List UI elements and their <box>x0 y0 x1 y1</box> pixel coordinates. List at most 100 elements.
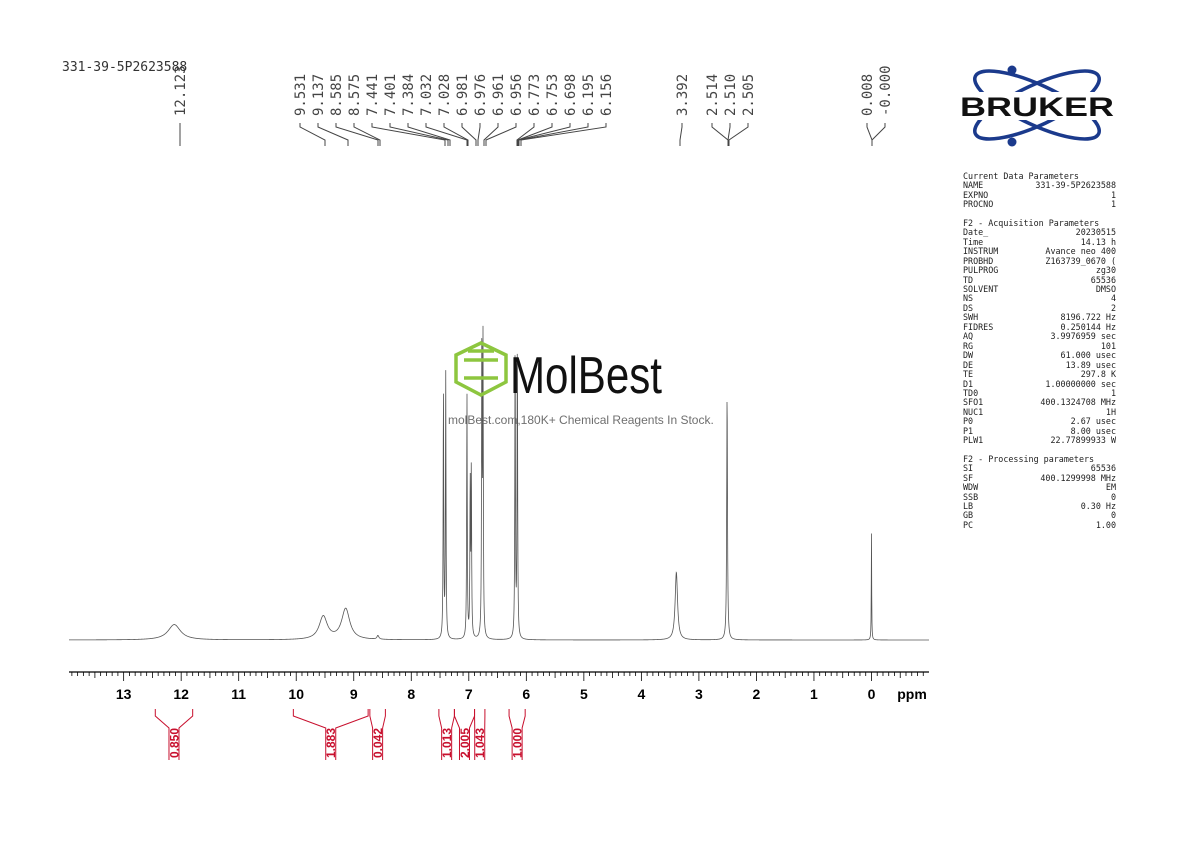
param-value: 1.00000000 sec <box>1045 378 1116 389</box>
param-row: TD0 1 <box>963 387 1116 398</box>
param-value: 297.8 K <box>1080 369 1116 380</box>
spectrum-line <box>69 325 929 641</box>
param-label: Time <box>963 236 984 247</box>
param-value: 0 <box>1110 510 1116 521</box>
param-value: 2.67 usec <box>1070 416 1116 427</box>
param-label: PC <box>963 519 974 530</box>
param-row: INSTRUM Avance neo 400 <box>963 246 1116 257</box>
param-value: 1 <box>1110 189 1116 200</box>
sample-name: 331-39-5P2623588 <box>62 60 188 75</box>
peak-label-line <box>517 123 571 146</box>
param-value: 61.000 usec <box>1060 350 1116 361</box>
peak-shift-label: 6.956 <box>509 74 525 116</box>
param-row: SI 65536 <box>963 463 1116 474</box>
x-tick-label: 2 <box>753 686 761 702</box>
peak-label-group: 12.123 9.531 9.137 8.585 8.575 7.441 7.401 7.38… <box>173 65 894 146</box>
param-value: 0 <box>1110 491 1116 502</box>
logo-dot <box>1007 137 1017 147</box>
peak-label-line <box>728 123 749 146</box>
param-row: PROBHD Z163739_0670 ( <box>963 255 1116 266</box>
param-row: FIDRES 0.250144 Hz <box>963 322 1116 332</box>
param-value: 331-39-5P2623588 <box>1035 180 1116 191</box>
param-label: INSTRUM <box>963 246 999 257</box>
integral-value: 1.883 <box>324 728 338 758</box>
integral-value: 2.005 <box>458 728 472 758</box>
param-label: EXPNO <box>963 189 989 200</box>
peak-label-line <box>371 123 446 146</box>
peak-shift-label: 8.585 <box>329 74 345 116</box>
peak-shift-label: 7.441 <box>365 74 381 116</box>
param-label: TD <box>963 274 974 285</box>
param-row: GB 0 <box>963 510 1116 521</box>
param-row: P0 2.67 usec <box>963 416 1116 427</box>
atom-orbit-icon <box>973 69 1101 141</box>
param-label: SWH <box>963 312 979 323</box>
param-row: LB 0.30 Hz <box>963 500 1116 511</box>
param-row: PROCNO 1 <box>963 199 1116 209</box>
processing-params-title: F2 - Processing parameters <box>963 453 1095 464</box>
peak-shift-label: 6.773 <box>527 74 543 116</box>
param-row: DE 13.89 usec <box>963 359 1116 370</box>
param-value: 4 <box>1110 293 1116 304</box>
param-label: NUC1 <box>963 406 984 417</box>
param-label: PROBHD <box>963 255 994 266</box>
param-row: EXPNO 1 <box>963 189 1116 200</box>
param-label: AQ <box>963 331 974 342</box>
x-tick-label: 5 <box>580 686 588 702</box>
integral-value: 0.042 <box>371 728 385 758</box>
param-row: SF 400.1299998 MHz <box>963 472 1116 483</box>
x-tick-label: 7 <box>465 686 473 702</box>
param-value: 8196.722 Hz <box>1060 312 1116 323</box>
spectrum-trace-group <box>69 325 929 641</box>
peak-label-line <box>461 123 477 146</box>
param-row: SFO1 400.1324708 MHz <box>963 397 1116 407</box>
param-value: 20230515 <box>1075 227 1116 238</box>
integral-bracket <box>508 709 526 760</box>
peak-label-line <box>679 123 683 146</box>
param-label: P0 <box>963 416 974 427</box>
processing-params: F2 - Processing parameters SI 65536 SF 400.… <box>963 453 1116 531</box>
peak-shift-label: 6.976 <box>473 74 489 116</box>
param-row: TD 65536 <box>963 274 1116 285</box>
param-label: LB <box>963 500 974 511</box>
current-params-title: Current Data Parameters <box>963 171 1079 181</box>
peak-shift-label: 6.195 <box>581 74 597 116</box>
integral-bracket <box>292 709 369 760</box>
peak-shift-label: 6.981 <box>455 74 471 116</box>
peak-shift-label: 3.392 <box>675 74 691 116</box>
param-label: DE <box>963 359 974 370</box>
peak-label-line <box>443 123 469 146</box>
logo-text: BRUKER <box>960 92 1114 122</box>
param-row: SWH 8196.722 Hz <box>963 312 1116 323</box>
peak-shift-label: 6.156 <box>599 74 615 116</box>
param-label: DW <box>963 350 974 361</box>
integral-group: 0.850 1.883 0.042 1.013 2.005 1.043 1.000 <box>154 709 526 760</box>
bruker-logo: BRUKER <box>956 65 1118 147</box>
param-label: PLW1 <box>963 435 984 446</box>
peak-label-line <box>516 123 535 146</box>
watermark-logo: MolBest <box>454 341 662 405</box>
param-value: 8.00 usec <box>1070 425 1116 436</box>
param-value: 0.30 Hz <box>1080 500 1116 511</box>
param-row: Date_ 20230515 <box>963 227 1116 238</box>
param-label: TE <box>963 369 974 380</box>
param-row: RG 101 <box>963 341 1116 351</box>
logo-dot <box>1007 65 1017 75</box>
peak-label-line <box>317 123 349 146</box>
param-value: 13.89 usec <box>1065 359 1116 370</box>
param-row: PLW1 22.77899933 W <box>963 435 1116 446</box>
param-label: SI <box>963 463 974 474</box>
param-label: SOLVENT <box>963 283 999 294</box>
peak-label-line <box>485 123 517 146</box>
param-value: zg30 <box>1095 265 1116 276</box>
peak-label-line <box>353 123 381 146</box>
param-label: SF <box>963 472 974 483</box>
param-value: 3.9976959 sec <box>1050 331 1116 342</box>
param-value: 65536 <box>1090 463 1116 474</box>
param-value: EM <box>1105 482 1116 493</box>
peak-shift-label: 7.032 <box>419 74 435 116</box>
param-label: TD0 <box>963 387 979 398</box>
peak-shift-label: 6.961 <box>491 74 507 116</box>
x-tick-label: 3 <box>695 686 703 702</box>
peak-label-line <box>477 123 481 146</box>
